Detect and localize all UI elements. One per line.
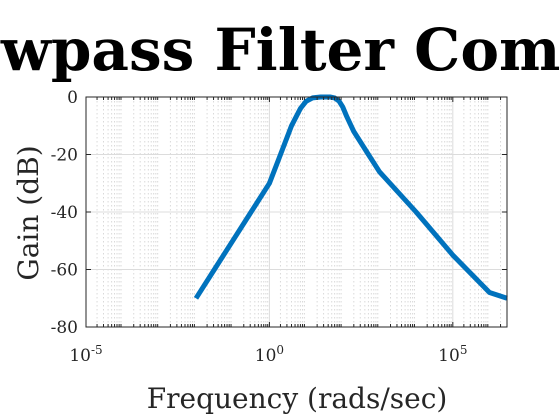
x-tick-label: 100 — [255, 343, 284, 366]
y-tick-label: -60 — [51, 261, 78, 281]
y-tick-label: -40 — [51, 203, 78, 223]
x-axis-label: Frequency (rads/sec) — [147, 382, 448, 415]
grid — [85, 96, 507, 328]
chart-title: Lowpass Filter Compa — [0, 16, 560, 84]
x-tick-label: 10-5 — [69, 343, 102, 366]
x-tick-label: 105 — [438, 343, 467, 366]
axis-ticks — [85, 96, 507, 328]
tick-labels: 10-5 100 105 0 -20 -40 -60 -80 — [51, 88, 468, 366]
y-axis-label: Gain (dB) — [12, 145, 45, 280]
y-tick-label: -80 — [51, 318, 78, 338]
series-layer — [193, 94, 508, 301]
y-tick-label: -20 — [51, 146, 78, 166]
y-tick-label: 0 — [67, 88, 78, 108]
gain-series-line — [193, 94, 508, 301]
